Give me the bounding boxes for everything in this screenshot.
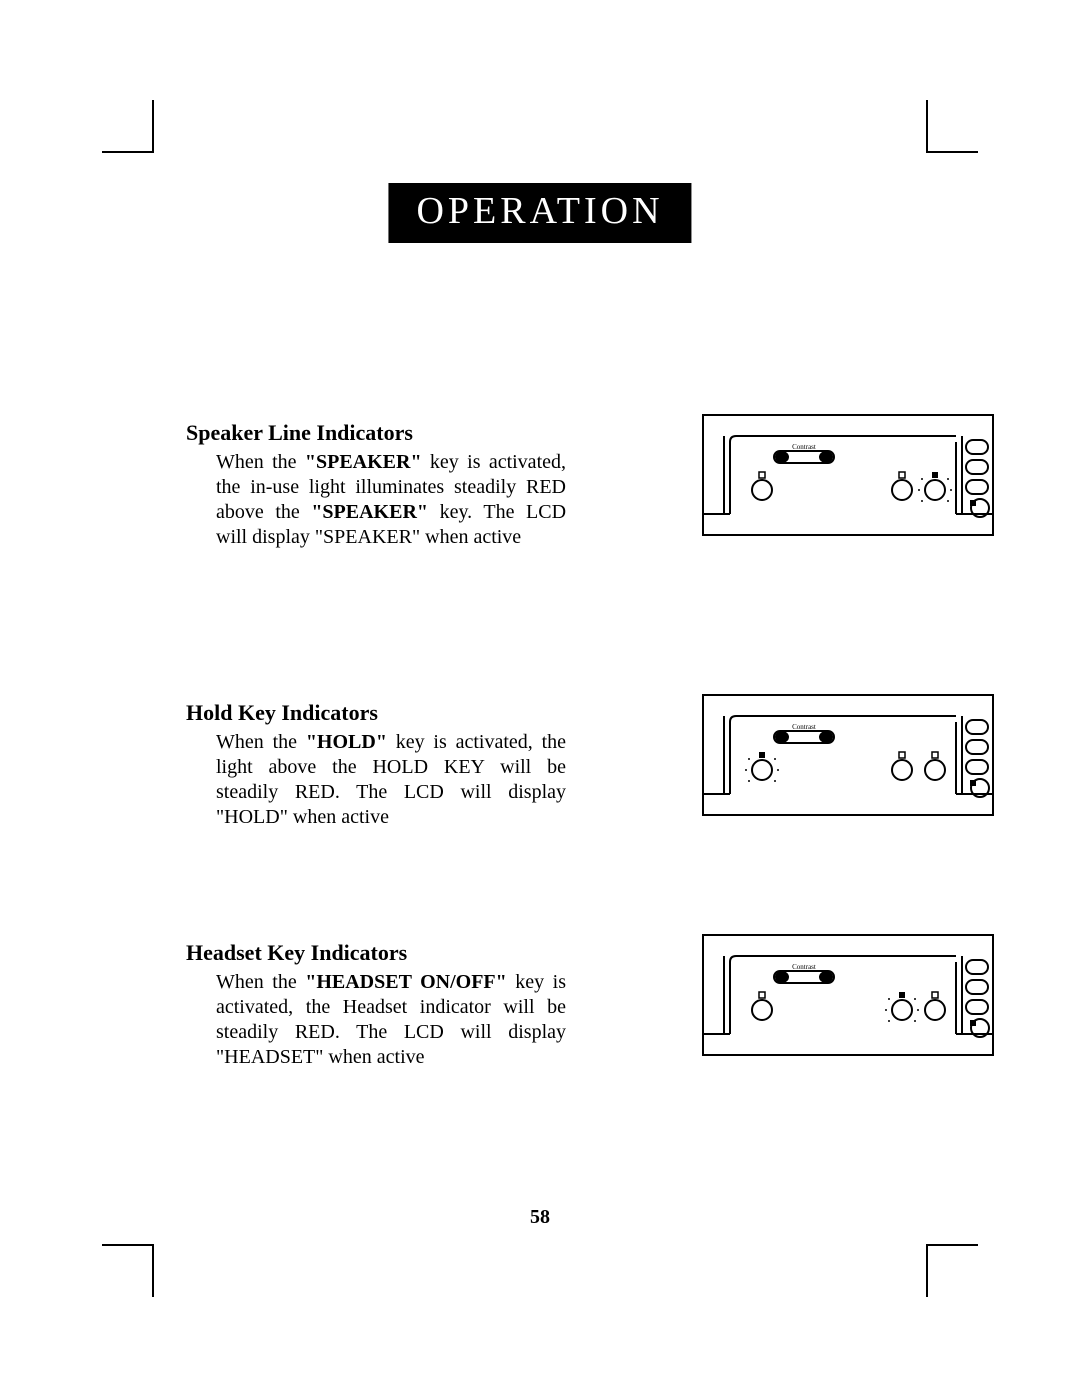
body-bold: "SPEAKER" xyxy=(311,501,428,523)
page-number: 58 xyxy=(530,1206,550,1229)
section-speaker: Speaker Line Indicators When the "SPEAKE… xyxy=(186,420,886,580)
svg-text:Contrast: Contrast xyxy=(792,443,816,451)
phone-diagram: Contrast xyxy=(702,694,994,816)
body-text: When the xyxy=(216,971,305,993)
crop-mark xyxy=(152,100,154,153)
crop-mark xyxy=(926,1244,928,1297)
body-bold: "HEADSET ON/OFF" xyxy=(305,971,507,993)
crop-mark xyxy=(926,100,928,153)
section-body: When the "HOLD" key is activated, the li… xyxy=(186,730,566,830)
phone-diagram: Contrast xyxy=(702,414,994,536)
phone-diagram-svg: Contrast xyxy=(704,936,992,1054)
section-body: When the "HEADSET ON/OFF" key is activat… xyxy=(186,970,566,1070)
content-area: Speaker Line Indicators When the "SPEAKE… xyxy=(186,420,886,1180)
crop-mark xyxy=(102,1244,154,1246)
crop-mark xyxy=(926,151,978,153)
section-hold: Hold Key Indicators When the "HOLD" key … xyxy=(186,700,886,860)
section-body: When the "SPEAKER" key is activated, the… xyxy=(186,450,566,550)
svg-text:Contrast: Contrast xyxy=(792,723,816,731)
phone-diagram-svg: Contrast xyxy=(704,416,992,534)
body-text: When the xyxy=(216,451,305,473)
body-text: When the xyxy=(216,731,306,753)
crop-mark xyxy=(102,151,154,153)
phone-diagram-svg: Contrast xyxy=(704,696,992,814)
page: OPERATION Speaker Line Indicators When t… xyxy=(0,0,1080,1397)
svg-text:Contrast: Contrast xyxy=(792,963,816,971)
section-banner: OPERATION xyxy=(388,183,691,243)
crop-mark xyxy=(152,1244,154,1297)
body-bold: "SPEAKER" xyxy=(305,451,422,473)
phone-diagram: Contrast xyxy=(702,934,994,1056)
section-headset: Headset Key Indicators When the "HEADSET… xyxy=(186,940,886,1100)
body-bold: "HOLD" xyxy=(306,731,387,753)
crop-mark xyxy=(926,1244,978,1246)
